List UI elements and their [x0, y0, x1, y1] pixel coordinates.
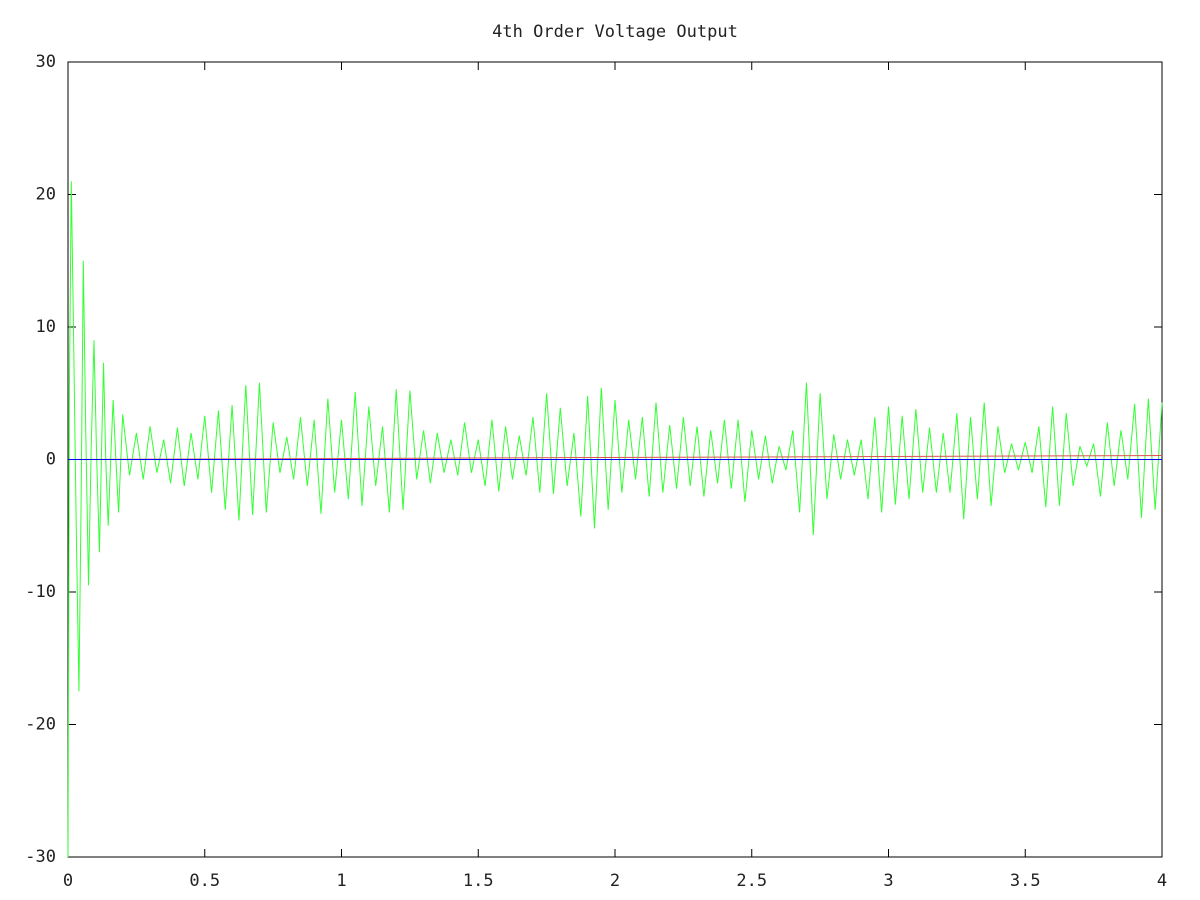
y-tick-label: -20 — [25, 715, 56, 735]
x-tick-label: 2 — [610, 871, 620, 891]
x-tick-label: 2.5 — [736, 871, 767, 891]
x-tick-label: 3.5 — [1010, 871, 1041, 891]
y-tick-label: 30 — [36, 52, 56, 72]
y-tick-label: 0 — [46, 450, 56, 470]
x-tick-label: 1 — [336, 871, 346, 891]
x-tick-label: 4 — [1157, 871, 1167, 891]
y-tick-label: -10 — [25, 582, 56, 602]
data-line — [67, 181, 1163, 858]
y-tick-label: -30 — [25, 847, 56, 867]
y-tick-label: 20 — [36, 185, 56, 205]
x-tick-label: 0 — [63, 871, 73, 891]
y-tick-label: 10 — [36, 317, 56, 337]
x-tick-label: 0.5 — [189, 871, 220, 891]
x-tick-label: 1.5 — [463, 871, 494, 891]
chart-title: 4th Order Voltage Output — [492, 22, 738, 42]
data-line — [67, 455, 1163, 460]
x-tick-label: 3 — [883, 871, 893, 891]
